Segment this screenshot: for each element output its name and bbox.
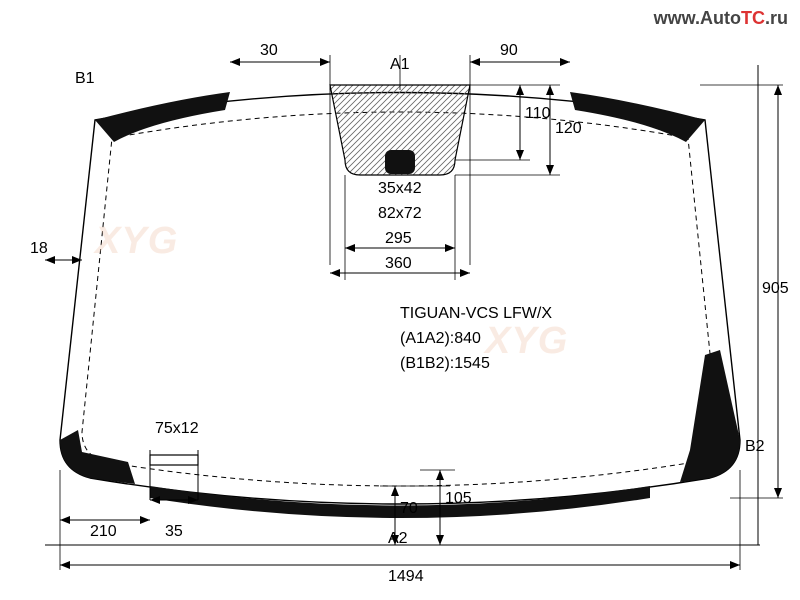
url-suffix: .ru	[765, 8, 788, 28]
dim-105: 105	[445, 490, 472, 508]
dim-35x42: 35x42	[378, 180, 422, 198]
dim-18: 18	[30, 240, 48, 258]
dim-905: 905	[762, 280, 789, 298]
dim-1494: 1494	[388, 568, 424, 586]
url-middle: TC	[741, 8, 765, 28]
label-a2: A2	[388, 530, 408, 548]
sensor-window	[385, 150, 415, 174]
url-watermark: www.AutoTC.ru	[654, 8, 788, 29]
dim-360: 360	[385, 255, 412, 273]
label-a1: A1	[390, 56, 410, 74]
frit-left-bottom	[60, 430, 135, 484]
label-b1: B1	[75, 70, 95, 88]
dim-30: 30	[260, 42, 278, 60]
dim-35: 35	[165, 523, 183, 541]
dim-vin-offsets	[60, 496, 198, 524]
product-arc-a: (A1A2):840	[400, 330, 481, 348]
frit-top-right	[570, 92, 705, 142]
url-prefix: www.Auto	[654, 8, 741, 28]
dim-90: 90	[500, 42, 518, 60]
product-model: TIGUAN-VCS LFW/X	[400, 305, 552, 323]
frit-right-side	[680, 350, 740, 482]
dim-110: 110	[525, 105, 551, 123]
frit-top-left	[95, 92, 230, 142]
dim-82x72: 82x72	[378, 205, 422, 223]
label-b2: B2	[745, 438, 765, 456]
dim-left-edge	[45, 256, 82, 264]
dim-295: 295	[385, 230, 412, 248]
dim-210: 210	[90, 523, 117, 541]
vin-window	[150, 455, 198, 465]
dim-120: 120	[555, 120, 582, 138]
dim-overall-width	[60, 470, 740, 570]
product-arc-b: (B1B2):1545	[400, 355, 490, 373]
dim-70: 70	[400, 500, 418, 518]
dim-75x12: 75x12	[155, 420, 199, 438]
